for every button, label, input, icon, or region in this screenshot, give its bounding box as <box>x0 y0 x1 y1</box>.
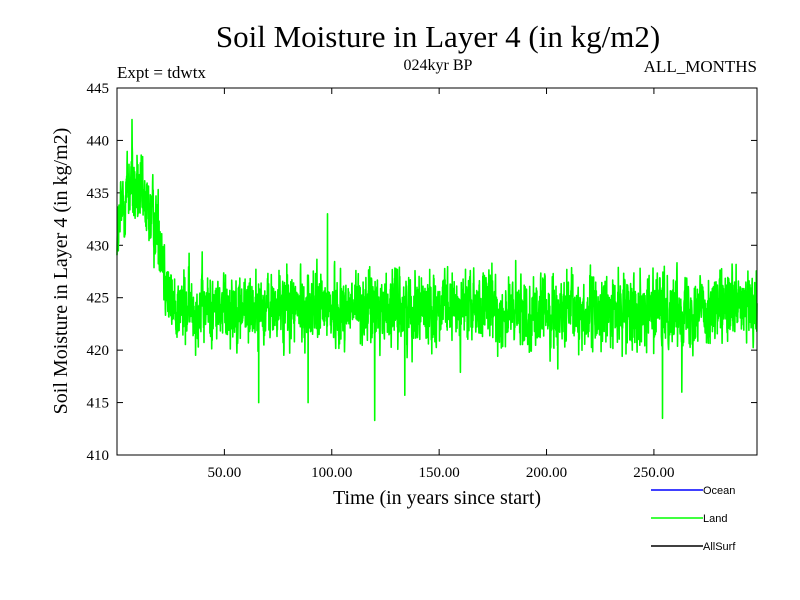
legend-label-land: Land <box>703 513 727 525</box>
x-axis-ticks: 50.00 100.00 150.00 200.00 250.00 <box>208 88 675 481</box>
y-tick-label: 440 <box>87 133 110 149</box>
y-tick-label: 410 <box>87 448 110 464</box>
y-tick-label: 415 <box>87 396 110 412</box>
chart-subtitle: 024kyr BP <box>404 57 473 74</box>
y-tick-label: 430 <box>87 238 110 254</box>
y-tick-label: 420 <box>87 343 110 359</box>
series-line-land <box>116 118 758 422</box>
y-axis-ticks: 410 415 420 425 430 435 440 445 <box>87 81 757 464</box>
x-tick-label: 100.00 <box>311 465 352 481</box>
x-tick-label: 150.00 <box>419 465 460 481</box>
x-axis-label: Time (in years since start) <box>333 487 541 509</box>
y-tick-label: 425 <box>87 291 110 307</box>
x-tick-label: 250.00 <box>633 465 674 481</box>
legend-label-allsurf: AllSurf <box>703 541 736 553</box>
y-tick-label: 435 <box>87 186 110 202</box>
y-axis-label: Soil Moisture in Layer 4 (in kg/m2) <box>50 128 72 415</box>
chart-title: Soil Moisture in Layer 4 (in kg/m2) <box>216 19 660 54</box>
series-layer <box>116 118 758 422</box>
x-tick-label: 200.00 <box>526 465 567 481</box>
experiment-label: Expt = tdwtx <box>117 63 206 82</box>
legend: Ocean Land AllSurf <box>651 485 736 553</box>
y-tick-label: 445 <box>87 81 110 97</box>
x-tick-label: 50.00 <box>208 465 242 481</box>
legend-label-ocean: Ocean <box>703 485 735 497</box>
period-label: ALL_MONTHS <box>644 57 757 76</box>
plot-frame <box>116 87 758 456</box>
